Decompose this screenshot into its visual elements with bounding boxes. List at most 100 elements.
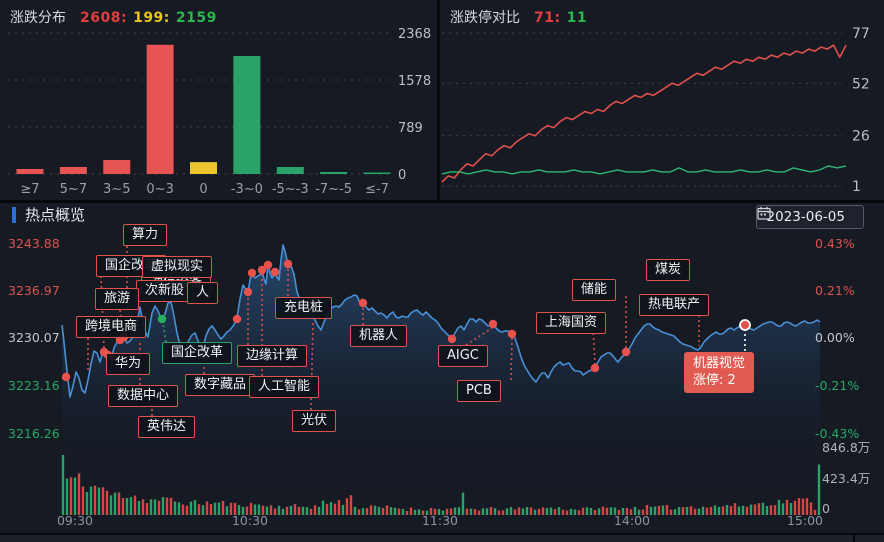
hotspot-label[interactable]: 华为 [106,353,151,375]
volume-bar [85,492,89,515]
volume-bar [605,507,609,515]
volume-bar [381,507,385,515]
hotspot-label[interactable]: 旅游 [95,288,140,310]
volume-axis-label: 846.8万 [822,440,870,455]
volume-bar [601,506,605,515]
volume-bar [349,495,353,515]
volume-bar [709,506,713,515]
volume-bar [165,497,169,515]
event-dot-red [270,267,280,277]
volume-bar [697,508,701,515]
bottom-strip-divider [853,535,855,542]
volume-bar [545,508,549,515]
hotspot-label[interactable]: 虚拟现实 [142,256,213,278]
hotspot-label[interactable]: 人工智能 [249,376,320,398]
volume-bar [61,455,65,515]
panel-divider-vertical [437,0,440,200]
x-category-label: 0 [199,182,207,197]
hotspot-label[interactable]: 储能 [572,279,617,301]
volume-bar [401,508,405,515]
panel-rise-fall-distribution: 涨跌分布 2608: 199: 2159 0 789 1578 2368 ≥7 5~7 3~5 0… [0,0,437,200]
volume-bar [553,509,557,515]
volume-bar [445,508,449,515]
price-axis-label: 3230.07 [8,330,60,345]
hotspot-label[interactable]: 热电联产 [639,294,710,316]
hotspot-label[interactable]: 数据中心 [108,385,179,407]
volume-bar [485,508,489,515]
hotspot-label[interactable]: 跨境电商 [76,316,147,338]
volume-bar [345,498,349,515]
label-connector [465,327,493,346]
hotspot-label[interactable]: 煤炭 [646,259,691,281]
volume-bar [313,505,317,515]
volume-bar [261,505,265,515]
hotspot-label[interactable]: 边缘计算 [237,345,308,367]
volume-bar [661,505,665,515]
volume-bar [269,505,273,515]
hotspot-label[interactable]: AIGC [438,345,488,367]
hotspot-label[interactable]: 机器人 [350,325,408,347]
header-accent-bar [12,206,16,223]
limit-down-line [441,165,847,175]
count-value: 11 [566,10,588,26]
event-dot-red [61,372,71,382]
volume-bar [461,492,465,515]
percent-axis-label: -0.43% [815,426,859,441]
hotspot-label[interactable]: 人 [187,282,219,304]
hotspot-label[interactable]: PCB [457,380,501,402]
volume-bar [377,506,381,515]
volume-bar [793,500,797,515]
hotspot-label[interactable]: 英伟达 [138,416,196,438]
volume-bar [361,508,365,515]
limit-compare-title: 涨跌停对比 [450,10,520,26]
price-axis-label: 3223.16 [8,378,60,393]
date-picker[interactable]: 2023-06-05 [755,205,864,229]
hotspot-label[interactable]: 算力 [123,224,168,246]
volume-bar [429,508,433,515]
time-axis-label: 15:00 [787,513,823,528]
event-dot-red [358,298,368,308]
volume-bar [533,509,537,515]
hotspot-tooltip: 机器视觉 涨停: 2 [684,352,755,393]
volume-bar [229,502,233,515]
hotspot-label[interactable]: 次新股 [136,280,194,302]
time-axis-label: 10:30 [232,513,268,528]
hotspot-header: 热点概览 [12,204,85,225]
volume-bar [153,499,157,515]
volume-bar [169,497,173,515]
volume-bar [761,502,765,515]
hotspot-label[interactable]: 光伏 [292,410,337,432]
volume-bar [341,504,345,515]
volume-bar [665,505,669,515]
volume-bar [393,507,397,515]
volume-bar [529,507,533,515]
volume-bar [521,508,525,515]
distribution-title: 涨跌分布 [10,10,66,26]
volume-bar [685,506,689,515]
hotspot-label[interactable]: 上海国资 [536,312,607,334]
volume-bar [641,509,645,515]
volume-bar [89,486,93,515]
hotspot-label[interactable]: 数字藏品 [185,374,256,396]
volume-bar [497,510,501,515]
volume-bar [557,507,561,515]
volume-bar [325,503,329,515]
volume-bar [309,508,313,515]
distribution-bar [320,171,348,174]
volume-bar [433,508,437,515]
volume-bar [205,501,209,515]
volume-bar [633,506,637,515]
volume-bar [373,505,377,515]
time-axis-label: 09:30 [57,513,93,528]
volume-bar [565,510,569,515]
volume-bar [125,498,129,515]
hotspot-label[interactable]: 充电桩 [275,297,333,319]
volume-bar [593,510,597,515]
event-dot-red [243,287,253,297]
volume-bar [673,509,677,515]
volume-bar [489,507,493,515]
volume-bar [725,505,729,515]
volume-bar [501,510,505,515]
percent-axis-label: 0.00% [815,330,855,345]
hotspot-label[interactable]: 国企改革 [162,342,233,364]
